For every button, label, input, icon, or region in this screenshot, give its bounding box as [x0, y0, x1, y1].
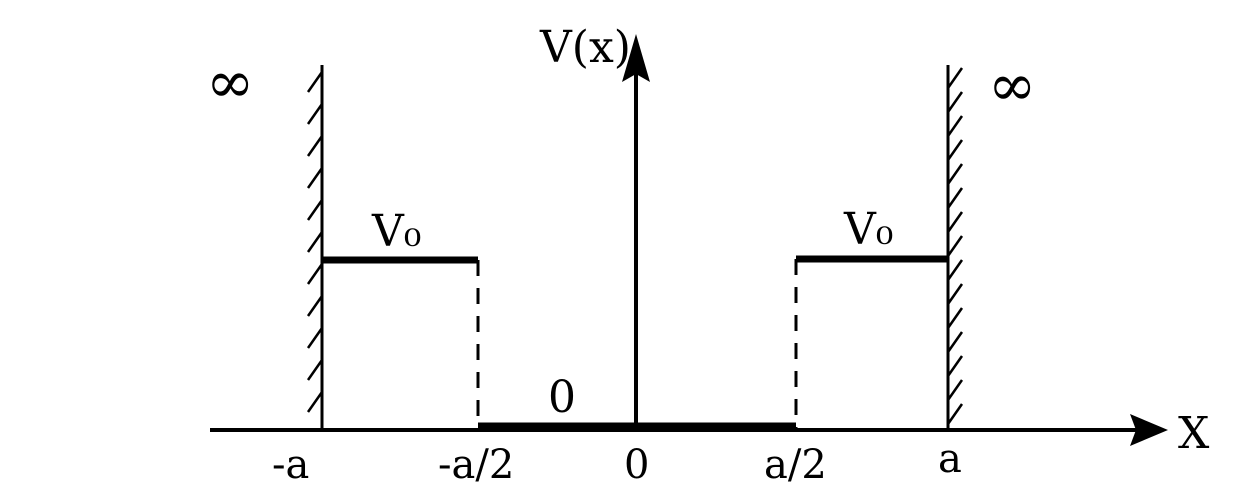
- y-axis-arrowhead: [622, 34, 650, 82]
- right-wall-hatching: [946, 67, 964, 425]
- tick-label-minus-a-half: -a/2: [438, 442, 514, 488]
- tick-label-minus-a: -a: [272, 442, 309, 488]
- x-axis-label: X: [1178, 408, 1210, 459]
- tick-label-a-half: a/2: [764, 442, 827, 488]
- well-bottom-label: 0: [548, 372, 576, 423]
- left-wall-hatching: [306, 71, 324, 413]
- x-axis-arrowhead: [1130, 414, 1168, 446]
- y-axis-label: V(x): [539, 22, 631, 73]
- tick-label-a: a: [938, 436, 962, 482]
- right-infinity-symbol: ∞: [988, 51, 1036, 119]
- left-barrier-label: V₀: [371, 206, 421, 257]
- tick-label-zero: 0: [624, 442, 649, 488]
- right-barrier-label: V₀: [843, 204, 893, 255]
- left-infinity-symbol: ∞: [206, 48, 254, 116]
